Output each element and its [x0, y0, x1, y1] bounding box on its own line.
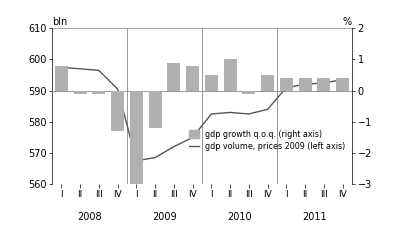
Bar — [298, 78, 312, 91]
Bar — [92, 91, 106, 94]
Legend: gdp growth q.o.q. (right axis), gdp volume, prices 2009 (left axis): gdp growth q.o.q. (right axis), gdp volu… — [187, 127, 348, 153]
Bar — [130, 91, 143, 200]
Bar — [148, 91, 162, 128]
Bar — [317, 78, 330, 91]
Bar — [336, 78, 349, 91]
Bar — [186, 66, 199, 91]
Bar — [242, 91, 256, 94]
Text: 2009: 2009 — [152, 212, 177, 222]
Bar — [74, 91, 87, 94]
Bar — [224, 59, 237, 91]
Bar — [205, 75, 218, 91]
Text: %: % — [343, 17, 352, 27]
Bar — [111, 91, 124, 131]
Text: 2011: 2011 — [302, 212, 327, 222]
Text: bln: bln — [52, 17, 67, 27]
Bar — [261, 75, 274, 91]
Bar — [280, 78, 293, 91]
Bar — [167, 63, 180, 91]
Bar — [55, 66, 68, 91]
Text: 2008: 2008 — [77, 212, 102, 222]
Text: 2010: 2010 — [227, 212, 252, 222]
